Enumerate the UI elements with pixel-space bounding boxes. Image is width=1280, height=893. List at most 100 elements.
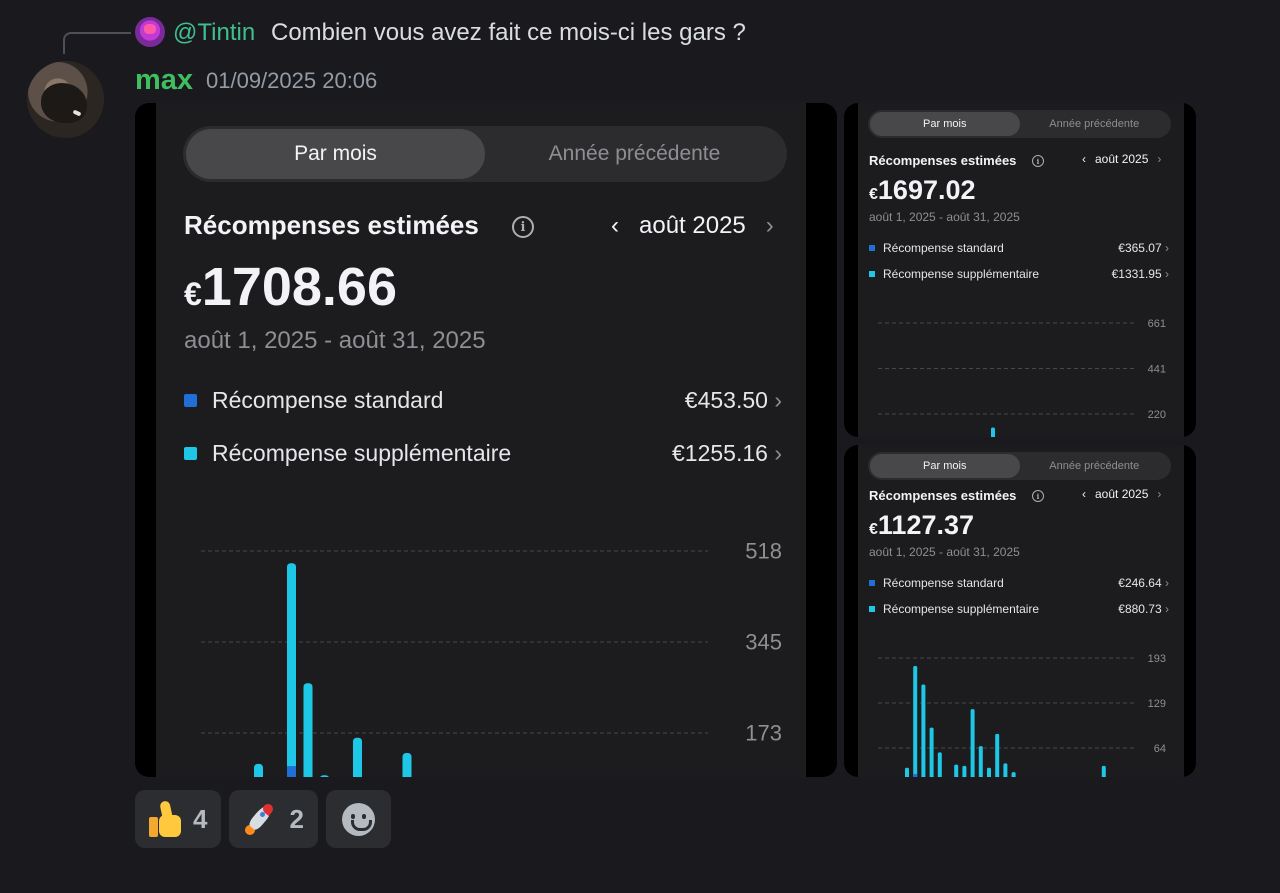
supplementaire-swatch [869, 606, 875, 612]
chevron-right-icon[interactable]: › [1157, 487, 1162, 501]
reply-connector [63, 32, 131, 54]
segmented-control: Par mois Année précédente [868, 452, 1171, 480]
reaction-thumbs-up[interactable]: 4 [135, 790, 222, 848]
reply-text[interactable]: Combien vous avez fait ce mois-ci les ga… [271, 19, 746, 46]
legend-value: €453.50 › [684, 386, 782, 413]
legend-row-standard[interactable]: Récompense standard €246.64 › [869, 575, 1169, 591]
legend-value: €880.73 › [1118, 602, 1169, 616]
bar-supplementaire [1003, 763, 1008, 777]
amount-value: 1708.66 [201, 257, 397, 317]
info-icon[interactable]: i [512, 216, 534, 238]
total-amount: €1127.37 [869, 508, 974, 547]
bar-supplementaire [970, 709, 975, 777]
chevron-left-icon[interactable]: ‹ [611, 212, 619, 239]
legend-value: €1255.16 › [672, 439, 782, 466]
bar-supplementaire [287, 563, 296, 777]
legend-label: Récompense supplémentaire [212, 439, 512, 466]
bar-supplementaire [913, 666, 918, 777]
author-name[interactable]: max [135, 64, 194, 96]
month-selector: ‹ août 2025 › [1082, 487, 1161, 501]
y-tick-label: 64 [1154, 743, 1166, 755]
reaction-count: 2 [289, 803, 304, 834]
legend-row-standard[interactable]: Récompense standard €453.50 › [184, 385, 782, 415]
chevron-right-icon[interactable]: › [1157, 152, 1162, 166]
legend-label: Récompense supplémentaire [883, 602, 1040, 616]
y-tick-label: 129 [1148, 698, 1166, 710]
image-attachment[interactable]: Par mois Année précédente Récompenses es… [844, 445, 1196, 777]
bar-supplementaire [991, 427, 995, 437]
tab-annee-precedente[interactable]: Année précédente [1049, 460, 1140, 472]
bar-supplementaire [320, 775, 329, 777]
month-label: août 2025 [1095, 152, 1149, 166]
rewards-chart: 661 441 220 [878, 318, 1166, 437]
bar-standard [913, 773, 918, 777]
thumbs-up-icon [149, 801, 183, 837]
bar-supplementaire [962, 765, 967, 777]
tab-par-mois[interactable]: Par mois [186, 129, 485, 179]
legend-label: Récompense standard [883, 241, 1004, 255]
reply-avatar[interactable] [135, 17, 165, 47]
rewards-chart: 518 345 173 [201, 539, 782, 777]
legend-row-standard[interactable]: Récompense standard €365.07 › [869, 240, 1169, 256]
rocket-icon [243, 801, 279, 837]
chevron-right-icon: › [1165, 576, 1169, 590]
segmented-control: Par mois Année précédente [183, 126, 787, 182]
bar-supplementaire [254, 763, 263, 777]
rewards-title: Récompenses estimées [184, 210, 479, 240]
message-timestamp: 01/09/2025 20:06 [206, 68, 378, 93]
image-attachment[interactable]: Par mois Année précédente Récompenses es… [135, 103, 837, 777]
legend-row-supplementaire[interactable]: Récompense supplémentaire €880.73 › [869, 601, 1169, 617]
legend-value: €365.07 › [1118, 241, 1169, 255]
y-tick-label: 220 [1148, 409, 1166, 421]
legend-label: Récompense supplémentaire [883, 267, 1040, 281]
tab-annee-precedente[interactable]: Année précédente [1049, 118, 1140, 130]
legend-value: €246.64 › [1118, 576, 1169, 590]
chevron-right-icon: › [1165, 602, 1169, 616]
y-tick-label: 173 [745, 721, 782, 746]
month-label: août 2025 [639, 212, 746, 239]
avatar[interactable] [27, 61, 104, 138]
add-reaction-button[interactable] [325, 790, 391, 848]
date-range: août 1, 2025 - août 31, 2025 [869, 210, 1020, 224]
info-icon[interactable]: i [1032, 155, 1044, 167]
bar-supplementaire [987, 767, 991, 777]
amount-value: 1697.02 [877, 175, 976, 205]
currency-symbol: € [869, 186, 878, 203]
tab-annee-precedente[interactable]: Année précédente [548, 142, 721, 165]
bar-supplementaire [995, 733, 1000, 777]
chevron-right-icon: › [1165, 267, 1169, 281]
bar-supplementaire [978, 746, 983, 777]
legend-label: Récompense standard [883, 576, 1004, 590]
rewards-screen: Par mois Année précédente Récompenses es… [858, 445, 1184, 777]
bar-supplementaire [929, 727, 934, 777]
supplementaire-swatch [869, 271, 875, 277]
reaction-rocket[interactable]: 2 [229, 790, 318, 848]
chevron-left-icon[interactable]: ‹ [1082, 152, 1086, 166]
bar-supplementaire [937, 752, 942, 777]
reply-mention[interactable]: @Tintin [173, 19, 256, 46]
bar-supplementaire [402, 753, 412, 777]
rewards-title: Récompenses estimées [869, 488, 1017, 503]
chevron-right-icon[interactable]: › [765, 212, 774, 239]
tab-par-mois[interactable]: Par mois [870, 112, 1020, 136]
legend-row-supplementaire[interactable]: Récompense supplémentaire €1331.95 › [869, 266, 1169, 282]
rewards-screen: Par mois Année précédente Récompenses es… [156, 103, 806, 777]
legend-row-supplementaire[interactable]: Récompense supplémentaire €1255.16 › [184, 438, 782, 468]
bar-supplementaire [954, 764, 959, 777]
currency-symbol: € [184, 276, 202, 312]
legend-value: €1331.95 › [1111, 267, 1169, 281]
y-tick-label: 345 [745, 630, 782, 655]
chevron-left-icon[interactable]: ‹ [1082, 487, 1086, 501]
currency-symbol: € [869, 521, 878, 538]
image-attachment[interactable]: Par mois Année précédente Récompenses es… [844, 103, 1196, 437]
legend-label: Récompense standard [212, 386, 444, 413]
bar-supplementaire [1101, 765, 1106, 777]
bar-supplementaire [303, 683, 313, 777]
month-label: août 2025 [1095, 487, 1149, 501]
reactions-bar: 4 2 [135, 790, 391, 848]
bar-standard [287, 766, 296, 777]
month-selector: ‹ août 2025 › [611, 212, 774, 240]
supplementaire-swatch [184, 446, 197, 460]
info-icon[interactable]: i [1032, 490, 1044, 502]
tab-par-mois[interactable]: Par mois [870, 454, 1020, 478]
